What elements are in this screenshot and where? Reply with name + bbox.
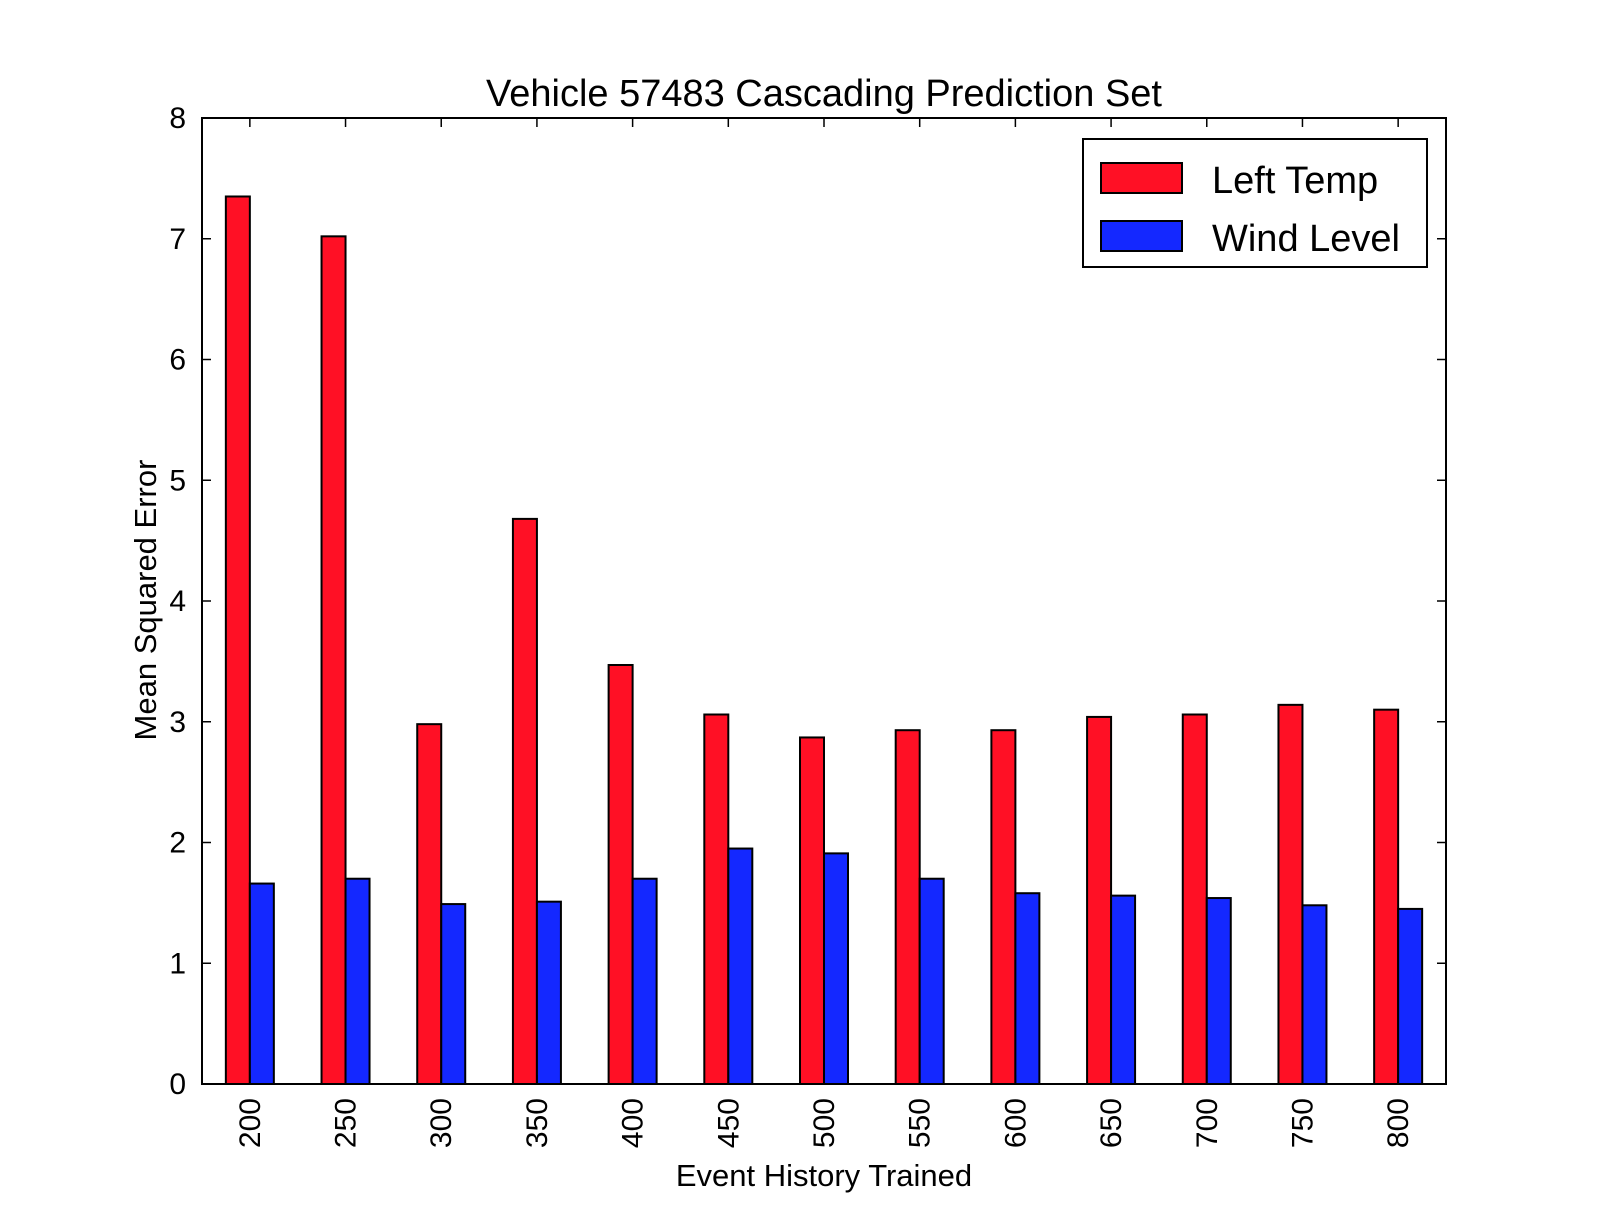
- x-tick-label: 300: [425, 1098, 458, 1148]
- x-tick-labels: 200 250 300 350 400 450 500 550 600 650 700 750 800: [234, 1098, 1415, 1148]
- bar-wind-level-650: [1110, 894, 1137, 1085]
- y-tick-label: 4: [169, 585, 186, 618]
- bar-left-temp-750: [1277, 703, 1304, 1085]
- bar-wind-level-250: [344, 877, 371, 1085]
- bar-wind-level-600: [1014, 892, 1041, 1086]
- y-tick-label: 1: [169, 947, 186, 980]
- bar-left-temp-550: [894, 729, 921, 1085]
- x-axis-label: Event History Trained: [676, 1158, 972, 1193]
- y-tick-label: 3: [169, 706, 186, 739]
- bar-wind-level-400: [631, 877, 658, 1085]
- bar-left-temp-650: [1086, 715, 1113, 1085]
- y-tick-label: 8: [169, 102, 186, 135]
- bar-left-temp-500: [799, 736, 825, 1085]
- bar-left-temp-250: [320, 235, 347, 1085]
- bar-wind-level-800: [1397, 907, 1424, 1085]
- bar-wind-level-750: [1301, 904, 1328, 1085]
- legend-label-wind-level: Wind Level: [1212, 218, 1400, 260]
- legend-swatch-wind-level: [1100, 220, 1183, 252]
- bar-left-temp-800: [1373, 708, 1400, 1085]
- bar-left-temp-300: [416, 723, 443, 1085]
- x-tick-label: 400: [617, 1098, 650, 1148]
- x-tick-label: 650: [1095, 1098, 1128, 1148]
- y-tick-label: 0: [169, 1068, 186, 1101]
- bar-wind-level-350: [535, 900, 562, 1085]
- bars-layer: [224, 195, 1424, 1086]
- legend-label-left-temp: Left Temp: [1212, 160, 1378, 202]
- x-tick-label: 350: [521, 1098, 554, 1148]
- x-tick-label: 500: [808, 1098, 841, 1148]
- x-tick-label: 600: [999, 1098, 1032, 1148]
- chart-title: Vehicle 57483 Cascading Prediction Set: [486, 73, 1162, 115]
- x-tick-label: 200: [234, 1098, 267, 1148]
- y-tick-label: 7: [169, 223, 186, 256]
- x-tick-label: 700: [1191, 1098, 1224, 1148]
- y-axis-label: Mean Squared Error: [128, 460, 163, 741]
- y-tick-labels: 0 1 2 3 4 5 6 7 8: [169, 102, 186, 1101]
- bar-wind-level-500: [823, 852, 849, 1085]
- bar-wind-level-550: [918, 877, 945, 1085]
- ticks-layer: [202, 117, 1446, 1085]
- plot-frame: [201, 117, 1447, 1085]
- y-tick-label: 5: [169, 464, 186, 497]
- legend: Left Temp Wind Level: [1082, 138, 1428, 268]
- bar-left-temp-350: [511, 517, 538, 1085]
- x-tick-label: 450: [712, 1098, 745, 1148]
- x-tick-label: 250: [330, 1098, 363, 1148]
- x-tick-label: 800: [1382, 1098, 1415, 1148]
- legend-swatch-left-temp: [1100, 162, 1183, 194]
- bar-left-temp-600: [990, 729, 1017, 1085]
- bar-wind-level-300: [440, 903, 467, 1086]
- y-tick-label: 6: [169, 344, 186, 377]
- bar-left-temp-400: [607, 663, 634, 1085]
- bar-wind-level-200: [248, 882, 275, 1085]
- bar-left-temp-450: [703, 713, 730, 1085]
- bar-wind-level-700: [1205, 897, 1232, 1085]
- bar-left-temp-700: [1181, 713, 1208, 1085]
- bar-left-temp-200: [224, 195, 251, 1086]
- x-tick-label: 550: [904, 1098, 937, 1148]
- x-tick-label: 750: [1286, 1098, 1319, 1148]
- bar-wind-level-450: [727, 847, 754, 1085]
- y-tick-label: 2: [169, 827, 186, 860]
